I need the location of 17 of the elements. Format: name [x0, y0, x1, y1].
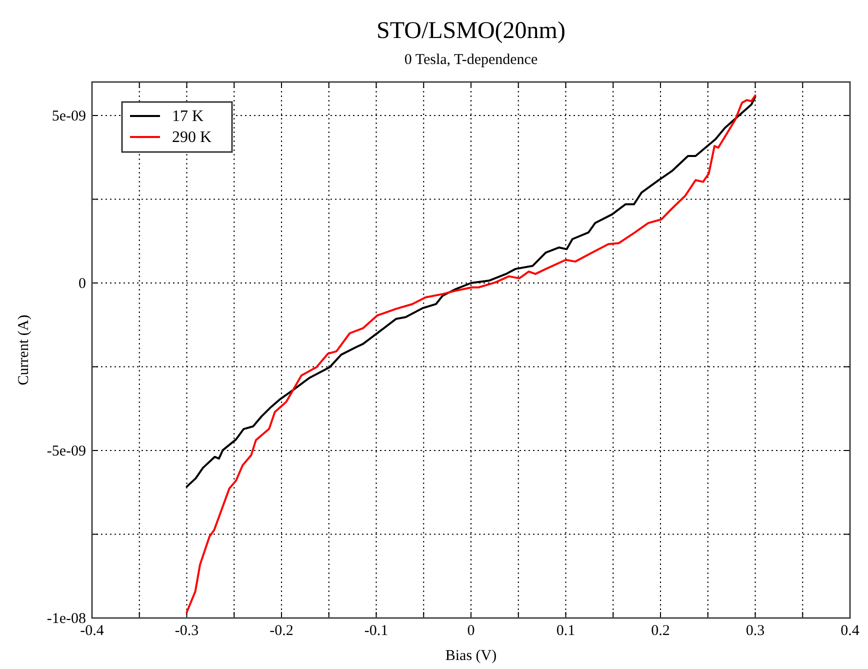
x-tick-label: 0.4	[840, 623, 860, 639]
legend-label: 17 K	[172, 108, 204, 125]
x-tick-label: 0.1	[556, 623, 576, 639]
legend-label: 290 K	[172, 129, 212, 146]
x-axis-title: Bias (V)	[445, 648, 497, 664]
x-tick-label: 0.2	[651, 623, 670, 639]
x-tick-label: -0.3	[174, 623, 199, 639]
x-tick-label: -0.2	[270, 623, 294, 639]
chart-subtitle: 0 Tesla, T-dependence	[404, 52, 538, 68]
y-tick-label: 0	[78, 276, 86, 292]
y-axis-title: Current (A)	[16, 314, 32, 386]
x-tick-label: 0	[467, 623, 475, 639]
y-tick-label: 5e-09	[52, 108, 86, 124]
y-tick-label: -5e-09	[46, 444, 86, 460]
x-tick-label: 0.3	[746, 623, 765, 639]
x-tick-label: -0.1	[364, 623, 388, 639]
chart-title: STO/LSMO(20nm)	[376, 18, 566, 44]
